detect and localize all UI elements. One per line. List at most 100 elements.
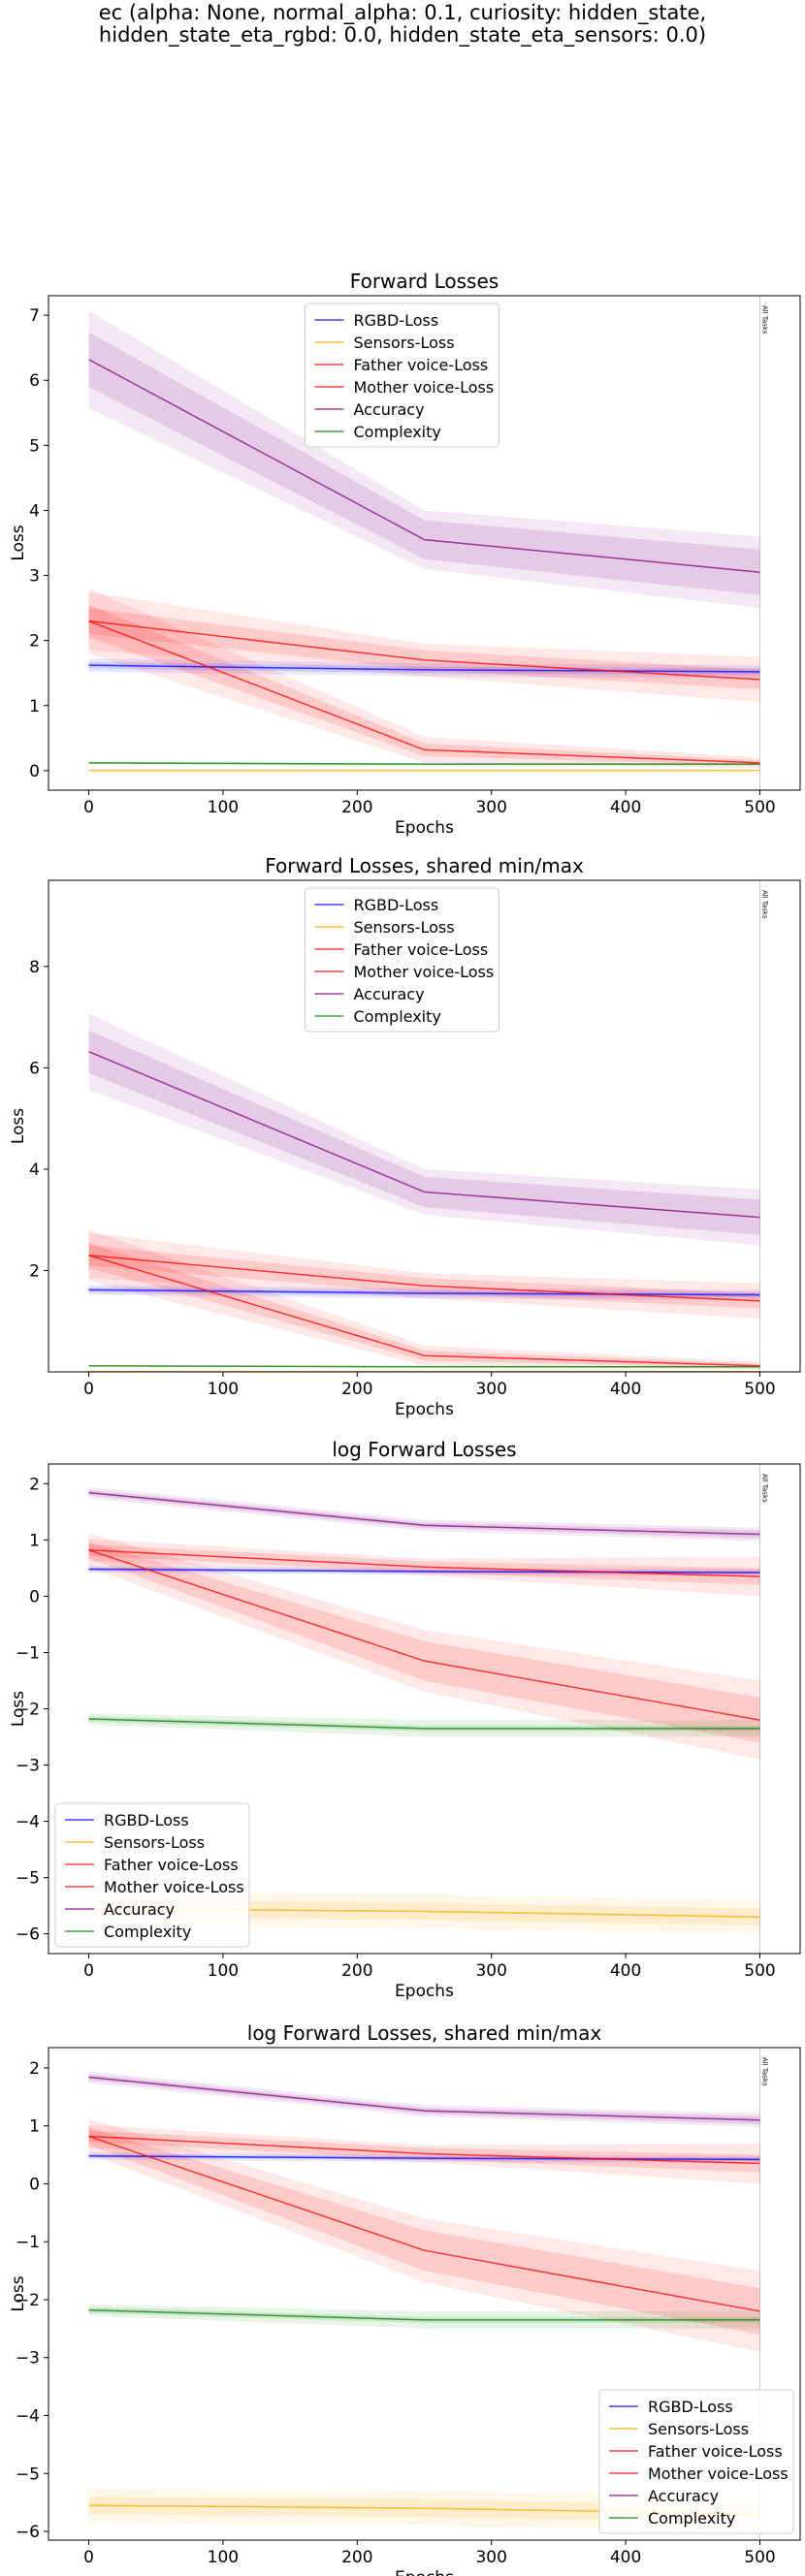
y-tick-label: 1 xyxy=(29,1531,40,1550)
y-axis-label: Loss xyxy=(9,1108,28,1144)
legend-label-sensors-loss: Sensors-Loss xyxy=(648,2420,749,2438)
band-accuracy-inner xyxy=(88,2074,760,2124)
plot-frame xyxy=(48,2047,801,2541)
legend-label-father-voice-loss: Father voice-Loss xyxy=(648,2442,783,2461)
line-rgbd-loss xyxy=(88,2155,760,2161)
x-tick-label: 300 xyxy=(475,1380,506,1399)
band-rgbd-loss-outer xyxy=(88,658,760,679)
legend: RGBD-Loss Sensors-Loss Father voice-Loss Mo… xyxy=(305,302,499,448)
y-tick-label: −1 xyxy=(16,1643,40,1663)
x-tick-label: 0 xyxy=(83,2548,94,2567)
x-tick-label: 400 xyxy=(610,798,641,817)
y-tick-label: −3 xyxy=(16,2349,40,2369)
band-accuracy-outer xyxy=(88,1486,760,1542)
line-accuracy xyxy=(88,2076,760,2121)
band-complexity-outer xyxy=(88,1713,760,1737)
x-tick-label: 300 xyxy=(475,1961,506,1981)
y-tick-label: 4 xyxy=(29,1161,40,1180)
legend-label-complexity: Complexity xyxy=(104,1923,191,1941)
task-vline-label: All Tasks xyxy=(760,890,768,919)
band-accuracy-inner xyxy=(88,332,760,595)
band-accuracy-outer xyxy=(88,1013,760,1246)
x-tick-label: 0 xyxy=(83,1380,94,1399)
plot-area xyxy=(88,2071,760,2532)
band-rgbd-loss-inner xyxy=(88,661,760,676)
line-accuracy xyxy=(88,359,760,573)
legend-label-mother-voice-loss: Mother voice-Loss xyxy=(354,378,495,397)
y-tick-label: 1 xyxy=(29,697,40,716)
band-mother-voice-loss-outer xyxy=(88,2118,760,2352)
band-accuracy-inner xyxy=(88,1030,760,1235)
line-rgbd-loss xyxy=(88,1288,760,1296)
y-tick-label: 3 xyxy=(29,567,40,587)
band-accuracy-inner xyxy=(88,1489,760,1539)
x-axis-label: Epochs xyxy=(395,818,454,838)
line-complexity xyxy=(88,1718,760,1730)
band-father-voice-loss-inner xyxy=(88,2130,760,2173)
band-father-voice-loss-inner xyxy=(88,608,760,689)
x-tick-label: 500 xyxy=(744,798,775,817)
x-tick-label: 300 xyxy=(475,2548,506,2567)
x-axis-label: Epochs xyxy=(395,2568,454,2576)
legend-label-sensors-loss: Sensors-Loss xyxy=(354,334,455,352)
line-mother-voice-loss xyxy=(88,1255,760,1367)
band-father-voice-loss-outer xyxy=(88,591,760,703)
legend-frame xyxy=(305,302,499,448)
line-accuracy xyxy=(88,1050,760,1219)
line-rgbd-loss xyxy=(88,1568,760,1574)
y-axis-label: Loss xyxy=(9,2275,28,2311)
band-complexity-outer xyxy=(88,2304,760,2329)
legend: RGBD-Loss Sensors-Loss Father voice-Loss Mo… xyxy=(54,1802,250,1948)
y-tick-label: −4 xyxy=(16,2407,40,2427)
y-tick-label: 2 xyxy=(29,1261,40,1281)
legend-frame xyxy=(305,887,499,1033)
x-tick-label: 400 xyxy=(610,1961,641,1981)
band-mother-voice-loss-outer xyxy=(88,1533,760,1760)
task-vline-label: All Tasks xyxy=(760,1474,768,1503)
y-tick-label: 4 xyxy=(29,501,40,521)
plot-area xyxy=(88,310,760,772)
y-tick-label: −6 xyxy=(16,1925,40,1945)
band-rgbd-loss-inner xyxy=(88,1287,760,1298)
y-tick-label: 6 xyxy=(29,1059,40,1078)
line-father-voice-loss xyxy=(88,620,760,681)
plot-area xyxy=(88,1486,760,1934)
x-tick-label: 400 xyxy=(610,2548,641,2567)
legend-label-accuracy: Accuracy xyxy=(104,1900,175,1919)
x-tick-label: 200 xyxy=(341,2548,372,2567)
y-tick-label: −2 xyxy=(16,2291,40,2310)
chart-title: log Forward Losses xyxy=(332,1438,516,1461)
chart-title: log Forward Losses, shared min/max xyxy=(247,2021,602,2045)
y-tick-label: 7 xyxy=(29,306,40,326)
x-tick-label: 200 xyxy=(341,1380,372,1399)
y-axis-label: Loss xyxy=(9,1691,28,1727)
figure-title-line-1: ec (alpha: None, normal_alpha: 0.1, curi… xyxy=(98,1,707,24)
x-tick-label: 400 xyxy=(610,1380,641,1399)
y-tick-label: 5 xyxy=(29,436,40,456)
band-sensors-loss-outer xyxy=(88,1892,760,1934)
line-accuracy xyxy=(88,1491,760,1536)
band-rgbd-loss-outer xyxy=(88,1285,760,1300)
x-tick-label: 0 xyxy=(83,798,94,817)
band-sensors-loss-outer xyxy=(88,2488,760,2532)
x-tick-label: 100 xyxy=(208,2548,239,2567)
legend-label-rgbd-loss: RGBD-Loss xyxy=(354,896,439,914)
y-tick-label: −6 xyxy=(16,2523,40,2542)
legend-label-mother-voice-loss: Mother voice-Loss xyxy=(648,2465,789,2483)
band-accuracy-outer xyxy=(88,2071,760,2127)
y-axis-label: Loss xyxy=(9,525,28,560)
legend-label-complexity: Complexity xyxy=(354,423,441,441)
legend-label-father-voice-loss: Father voice-Loss xyxy=(354,940,489,959)
band-sensors-loss-inner xyxy=(88,2496,760,2524)
band-mother-voice-loss-outer xyxy=(88,588,760,769)
x-tick-label: 500 xyxy=(744,1961,775,1981)
y-tick-label: −4 xyxy=(16,1813,40,1832)
y-tick-label: 0 xyxy=(29,2175,40,2194)
chart-2: Forward Losses, shared min/max All Tasks 0… xyxy=(9,854,801,1419)
legend-label-rgbd-loss: RGBD-Loss xyxy=(648,2398,733,2416)
legend: RGBD-Loss Sensors-Loss Father voice-Loss Mo… xyxy=(305,887,499,1033)
x-axis-label: Epochs xyxy=(395,1400,454,1419)
legend-frame xyxy=(54,1802,250,1948)
y-tick-label: 8 xyxy=(29,958,40,977)
